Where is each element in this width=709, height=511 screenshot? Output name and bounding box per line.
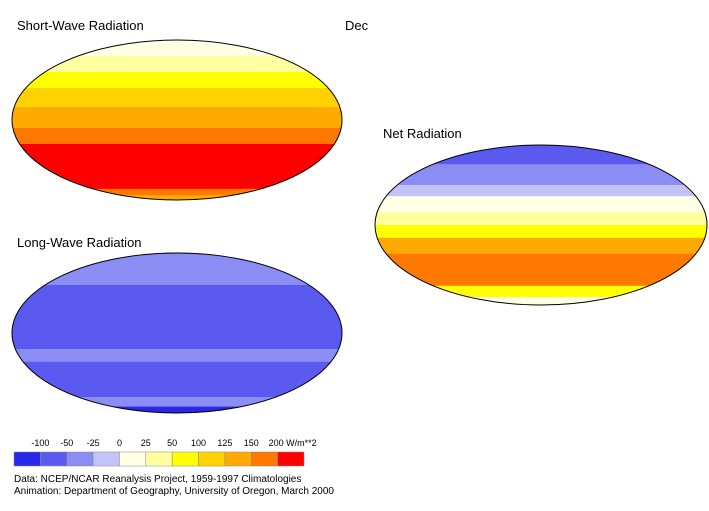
legend-label: 100 bbox=[191, 438, 206, 448]
map-band bbox=[375, 185, 707, 197]
legend-label: -25 bbox=[87, 438, 100, 448]
legend-label: -100 bbox=[31, 438, 49, 448]
map-band bbox=[12, 406, 342, 413]
legend-swatch bbox=[66, 451, 94, 467]
map-band bbox=[12, 72, 342, 89]
map bbox=[375, 145, 707, 305]
credit-line: Animation: Department of Geography, Univ… bbox=[14, 486, 334, 497]
map-band bbox=[12, 56, 342, 73]
legend-swatch bbox=[277, 451, 305, 467]
map-band bbox=[12, 195, 342, 200]
map-band bbox=[12, 188, 342, 196]
legend-label: 125 bbox=[217, 438, 232, 448]
legend-swatch bbox=[40, 451, 67, 467]
legend-label: -50 bbox=[60, 438, 73, 448]
map-band bbox=[375, 164, 707, 186]
map-outline bbox=[374, 144, 708, 306]
legend-label: 50 bbox=[167, 438, 177, 448]
credit-line: Data: NCEP/NCAR Reanalysis Project, 1959… bbox=[14, 474, 301, 485]
map-band bbox=[12, 107, 342, 129]
legend-swatch bbox=[251, 451, 278, 467]
map-band bbox=[12, 285, 342, 350]
map-band bbox=[12, 349, 342, 363]
legend-swatch bbox=[171, 451, 199, 467]
legend-swatch bbox=[224, 451, 252, 467]
legend-label: 150 bbox=[244, 438, 259, 448]
map-title: Net Radiation bbox=[383, 126, 462, 141]
map-title: Short-Wave Radiation bbox=[17, 18, 144, 33]
legend-label: 200 W/m**2 bbox=[269, 438, 317, 448]
legend-label: 0 bbox=[117, 438, 122, 448]
map-band bbox=[375, 297, 707, 305]
legend-swatch bbox=[119, 451, 147, 467]
map-band bbox=[12, 397, 342, 408]
map-band bbox=[375, 212, 707, 226]
map bbox=[12, 253, 342, 413]
map-band bbox=[12, 88, 342, 108]
map-band bbox=[12, 361, 342, 398]
map-band bbox=[375, 196, 707, 213]
map-band bbox=[12, 128, 342, 145]
legend-swatch bbox=[198, 451, 226, 467]
legend-swatch bbox=[13, 451, 41, 467]
map-band bbox=[12, 265, 342, 286]
map bbox=[12, 40, 342, 200]
legend-label: 25 bbox=[141, 438, 151, 448]
month-label: Dec bbox=[345, 18, 369, 33]
map-title: Long-Wave Radiation bbox=[17, 235, 142, 250]
map-band bbox=[375, 237, 707, 255]
map-band bbox=[375, 253, 707, 287]
map-outline bbox=[11, 39, 343, 201]
legend-swatch bbox=[92, 451, 120, 467]
map-outline bbox=[11, 252, 343, 414]
map-band bbox=[375, 225, 707, 239]
map-band bbox=[375, 285, 707, 298]
legend-swatch bbox=[145, 451, 173, 467]
